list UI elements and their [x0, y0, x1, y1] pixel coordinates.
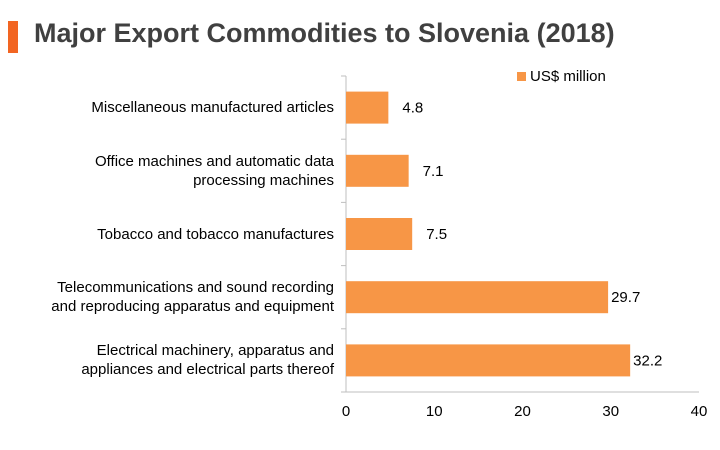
category-label-line: and reproducing apparatus and equipment	[51, 298, 334, 316]
bar	[346, 91, 389, 124]
category-label-line: Miscellaneous manufactured articles	[91, 99, 334, 117]
x-tick-label: 0	[342, 403, 350, 420]
bar	[346, 218, 413, 250]
legend-label: US$ million	[530, 68, 606, 85]
bar	[346, 281, 609, 314]
title-accent-bar	[8, 21, 18, 53]
bar-value-label: 29.7	[611, 289, 640, 306]
category-label: Office machines and automatic data proces…	[4, 152, 334, 190]
category-label-line: appliances and electrical parts thereof	[81, 361, 334, 379]
bar-value-label: 7.1	[423, 163, 444, 180]
bar-value-label: 7.5	[426, 226, 447, 243]
bar-value-label: 32.2	[633, 352, 662, 369]
category-label: Telecommunications and sound recording an…	[4, 278, 334, 316]
x-tick-label: 20	[514, 403, 531, 420]
category-label-line: Office machines and automatic data	[94, 152, 334, 170]
chart-title: Major Export Commodities to Slovenia (20…	[34, 18, 615, 48]
x-tick-label: 40	[691, 403, 708, 420]
bar	[346, 344, 631, 377]
category-label: Electrical machinery, apparatus and appli…	[4, 341, 334, 379]
legend-swatch	[517, 72, 526, 81]
bar	[346, 154, 409, 187]
category-label: Tobacco and tobacco manufactures	[4, 225, 334, 244]
category-label-line: Electrical machinery, apparatus and	[96, 342, 334, 360]
category-label-line: Telecommunications and sound recording	[57, 279, 334, 297]
bar-value-label: 4.8	[402, 100, 423, 117]
category-label-line: processing machines	[193, 171, 334, 189]
x-tick-label: 30	[602, 403, 619, 420]
x-tick-label: 10	[426, 403, 443, 420]
category-label-line: Tobacco and tobacco manufactures	[97, 225, 334, 243]
category-label: Miscellaneous manufactured articles	[4, 98, 334, 117]
